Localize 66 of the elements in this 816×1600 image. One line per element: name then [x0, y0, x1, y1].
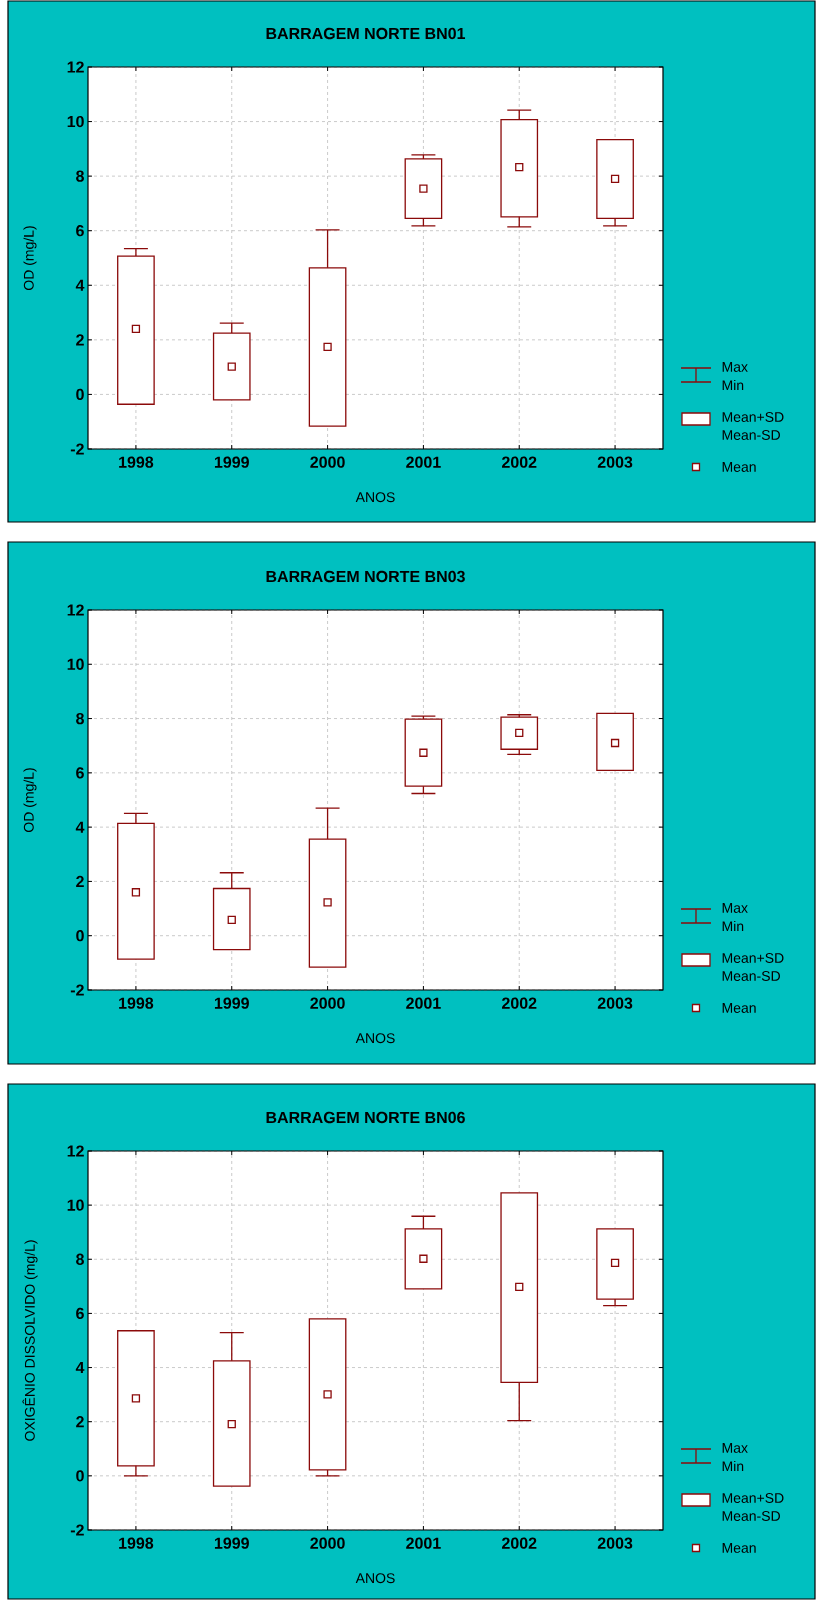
y-tick-label: 8 — [76, 1253, 84, 1265]
text: Mean-SD — [722, 1511, 780, 1521]
x-tick-label: 2000 — [310, 997, 345, 1009]
y-axis-title: OD (mg/L) — [23, 768, 37, 832]
y-axis-title: OXIGÊNIO DISSOLVIDO (mg/L) — [22, 1240, 38, 1441]
x-tick-label: 2002 — [502, 1537, 537, 1549]
x-tick-label: 2003 — [597, 997, 633, 1009]
y-tick-label: 10 — [67, 1199, 84, 1211]
y-tick-label: 2 — [76, 334, 84, 346]
x-axis-title: ANOS — [355, 1573, 395, 1584]
chart-title: BARRAGEM NORTE BN06 — [266, 1111, 465, 1124]
y-tick-label: 8 — [76, 170, 84, 182]
y-tick-label: 4 — [75, 1362, 85, 1374]
text: Max — [722, 362, 748, 372]
text: Mean-SD — [722, 430, 780, 440]
x-tick-label: 1999 — [214, 997, 249, 1009]
y-tick-label: 6 — [76, 1307, 84, 1320]
chart-title: BARRAGEM NORTE BN01 — [266, 27, 466, 40]
y-tick-label: 12 — [67, 61, 84, 73]
y-tick-label: 0 — [76, 388, 84, 401]
y-tick-label: 12 — [67, 1145, 84, 1157]
x-tick-label: 1998 — [119, 1537, 154, 1549]
text: Min — [722, 379, 744, 391]
y-tick-label: 8 — [76, 712, 84, 725]
y-tick-label: -2 — [70, 1524, 84, 1536]
chart-title: BARRAGEM NORTE BN03 — [266, 570, 465, 583]
x-tick-label: 2001 — [406, 1537, 441, 1549]
y-tick-label: 6 — [76, 767, 84, 779]
x-tick-label: 2000 — [310, 456, 345, 468]
x-tick-label: 2000 — [310, 1537, 345, 1549]
text: Mean — [722, 1543, 756, 1553]
x-tick-label: 1999 — [214, 456, 249, 468]
y-tick-label: 2 — [76, 875, 84, 887]
x-tick-label: 2002 — [502, 997, 537, 1009]
y-tick-label: 0 — [76, 930, 84, 942]
text: Mean+SD — [722, 412, 784, 422]
text: Mean+SD — [722, 953, 784, 963]
y-tick-label: 4 — [75, 821, 85, 833]
text: Mean-SD — [722, 971, 780, 981]
text: Mean — [722, 462, 756, 472]
x-axis-title: ANOS — [355, 1033, 395, 1044]
text: Mean — [722, 1003, 756, 1013]
x-tick-label: 2003 — [597, 456, 633, 468]
text: Max — [722, 903, 748, 913]
x-tick-label: 2003 — [597, 1537, 633, 1549]
x-tick-label: 2001 — [406, 456, 441, 468]
y-tick-label: 12 — [67, 604, 84, 616]
y-tick-label: 10 — [67, 658, 84, 670]
y-axis-title: OD (mg/L) — [23, 226, 37, 290]
x-axis-title: ANOS — [355, 492, 395, 503]
text: Min — [722, 1460, 744, 1472]
y-tick-label: 6 — [76, 225, 84, 237]
text: Min — [722, 920, 744, 932]
x-tick-label: 1998 — [119, 997, 154, 1009]
text: Mean+SD — [722, 1493, 784, 1503]
x-tick-label: 2002 — [502, 456, 537, 468]
y-tick-label: 4 — [75, 279, 85, 291]
y-tick-label: -2 — [70, 984, 84, 996]
y-tick-label: 10 — [67, 115, 84, 128]
y-tick-label: -2 — [70, 443, 84, 455]
x-tick-label: 2001 — [406, 997, 441, 1009]
y-tick-label: 0 — [76, 1470, 84, 1482]
x-tick-label: 1999 — [214, 1537, 249, 1549]
y-tick-label: 2 — [76, 1416, 84, 1428]
x-tick-label: 1998 — [119, 456, 154, 468]
text: Max — [722, 1443, 748, 1453]
